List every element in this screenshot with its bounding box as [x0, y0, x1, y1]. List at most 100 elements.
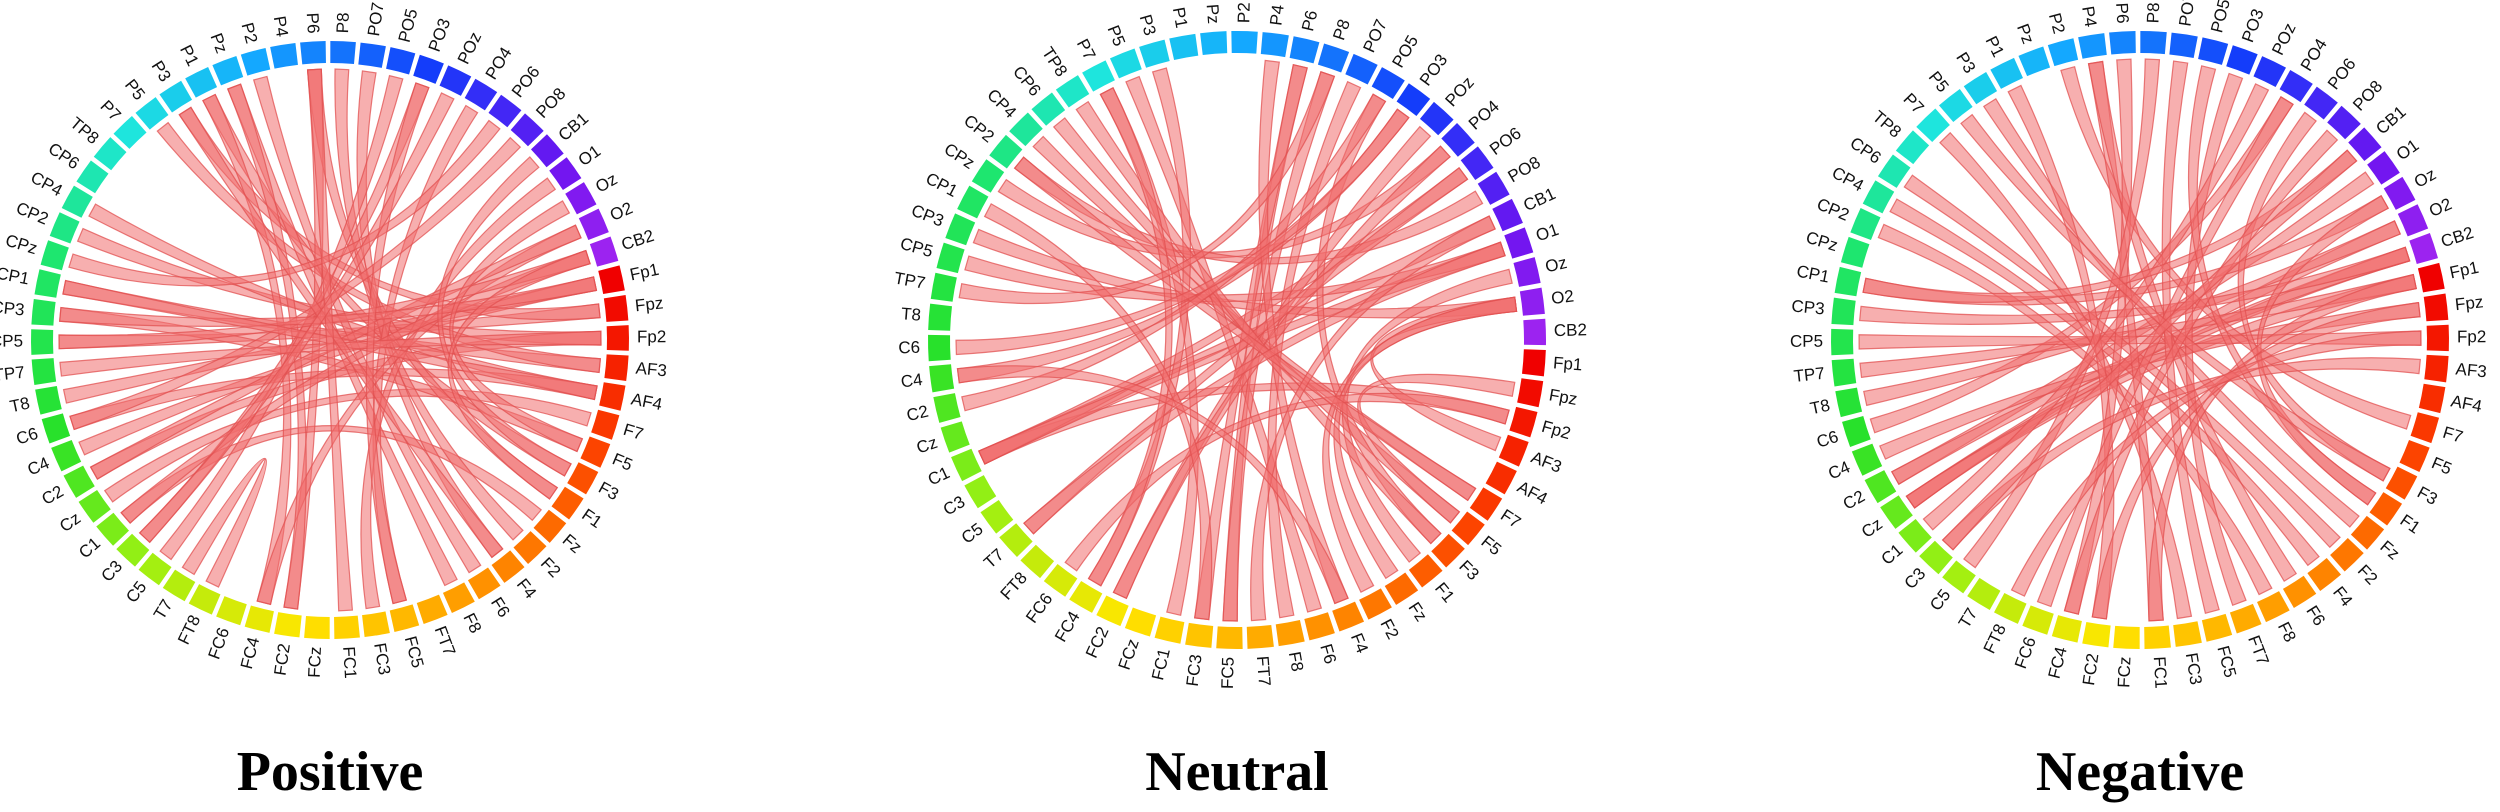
- channel-label-PO4: PO4: [2297, 35, 2331, 74]
- channel-label-P2: P2: [1234, 2, 1254, 23]
- channel-label-P1: P1: [1982, 33, 2008, 60]
- ring-segment-AF4: [599, 382, 626, 411]
- ring-segment-FC6: [2022, 605, 2054, 635]
- chord-link-POz-C1: [1922, 83, 2270, 531]
- panel-title-positive: Positive: [237, 741, 424, 803]
- ring-segment-CP4: [61, 185, 93, 218]
- channel-label-FC1: FC1: [2150, 656, 2171, 689]
- ring-segment-F4: [491, 550, 525, 583]
- ring-segment-P8: [330, 41, 356, 65]
- channel-label-CP5: CP5: [0, 332, 23, 351]
- channel-label-Fp1: Fp1: [1552, 353, 1583, 374]
- ring-segment-PO8: [1477, 171, 1510, 205]
- channel-label-Fp1: Fp1: [628, 260, 661, 285]
- ring-segment-T8: [1835, 387, 1863, 418]
- channel-label-FC1: FC1: [339, 646, 360, 679]
- ring-segment-C5: [980, 500, 1014, 534]
- channel-label-P7: P7: [96, 97, 124, 125]
- ring-segment-Oz: [2383, 176, 2416, 210]
- ring-segment-F6: [2282, 575, 2317, 608]
- channel-label-P3: P3: [1952, 49, 1979, 77]
- ring-segment-F3: [567, 462, 599, 495]
- ring-segment-P7: [1916, 108, 1950, 143]
- channel-label-C1: C1: [75, 534, 104, 563]
- ring-segment-Cz: [78, 489, 111, 523]
- chord-link-FC3-O1: [360, 177, 557, 610]
- ring-segment-Fpz: [2423, 293, 2449, 322]
- channel-label-P8: P8: [1329, 17, 1354, 43]
- channel-label-T7: T7: [150, 596, 177, 623]
- ring-segment-C1: [1898, 518, 1932, 553]
- channel-label-F7: F7: [621, 420, 646, 444]
- channel-label-C5: C5: [958, 519, 987, 547]
- ring-segment-CP1: [1834, 266, 1862, 297]
- channel-label-FT8: FT8: [1980, 621, 2010, 656]
- ring-segment-CB2: [2409, 233, 2438, 265]
- channel-label-P6: P6: [2112, 2, 2132, 24]
- ring-segment-FT8: [1994, 592, 2027, 624]
- chord-link-P6-FC1: [306, 68, 354, 612]
- channel-label-CP4: CP4: [27, 168, 65, 201]
- ring-segment-CP2: [989, 134, 1023, 169]
- ring-segment-PO4: [1441, 123, 1475, 157]
- ring-segment-O2: [1519, 287, 1545, 316]
- channel-label-P6: P6: [1298, 9, 1321, 34]
- ring-segment-Cz: [1880, 495, 1913, 529]
- channel-label-CP3: CP3: [909, 201, 947, 231]
- ring-segment-PO3: [1396, 83, 1431, 117]
- chord-link-FT8-Fp2: [2010, 330, 2422, 597]
- channel-label-FC3: FC3: [370, 641, 394, 676]
- ring-segment-FT8: [188, 584, 221, 615]
- ring-segment-TP7: [1831, 358, 1857, 387]
- channel-label-PO6: PO6: [508, 63, 544, 102]
- ring-segment-T7: [999, 523, 1033, 557]
- chord-link-CP2-F8: [1877, 223, 2273, 596]
- ring-segment-T7: [162, 569, 196, 602]
- ring-segment-Fp2: [1509, 406, 1538, 438]
- ring-segment-O1: [2367, 151, 2400, 185]
- ring-segment-Fpz: [1517, 378, 1544, 408]
- channel-label-FC6: FC6: [1022, 589, 1056, 626]
- ring-segment-P1: [185, 66, 218, 98]
- ring-segment-T8: [928, 303, 952, 331]
- channel-label-F5: F5: [1477, 532, 1504, 559]
- ring-segment-CP4: [1009, 112, 1043, 147]
- channel-label-Fpz: Fpz: [634, 293, 664, 315]
- ring-segment-CP3: [31, 299, 56, 326]
- channel-label-T8: T8: [900, 304, 921, 324]
- chord-links: [58, 68, 602, 612]
- channel-label-Fpz: Fpz: [1548, 385, 1579, 409]
- ring-segment-F7: [1469, 487, 1503, 521]
- channel-label-P4: P4: [2078, 5, 2100, 29]
- ring-segment-POz: [1419, 101, 1454, 136]
- channel-label-FC1: FC1: [1148, 646, 1174, 682]
- ring-segment-O1: [1504, 227, 1534, 259]
- ring-segment-FC2: [1096, 595, 1129, 627]
- channel-label-C5: C5: [1926, 586, 1954, 615]
- ring-segment-F8: [1275, 620, 1305, 647]
- channel-label-F6: F6: [2302, 602, 2329, 629]
- channel-label-F3: F3: [595, 478, 622, 504]
- panel-title-neutral: Neutral: [1145, 741, 1329, 803]
- channel-label-C6: C6: [1814, 427, 1841, 452]
- ring-segment-P5: [135, 97, 169, 130]
- ring-segment-CP4: [1862, 180, 1895, 214]
- ring-segment-AF3: [2424, 354, 2449, 383]
- channel-label-T8: T8: [1808, 396, 1831, 419]
- channel-label-F3: F3: [1455, 557, 1482, 584]
- ring-segment-Fp1: [2417, 262, 2445, 293]
- ring-segment-Fp1: [598, 265, 625, 295]
- channel-label-Oz: Oz: [1543, 253, 1568, 276]
- ring-segment-F2: [2330, 537, 2364, 572]
- ring-segment-F2: [513, 531, 547, 564]
- channel-label-TP7: TP7: [1793, 364, 1826, 386]
- ring-segment-P3: [159, 80, 193, 113]
- ring-segment-P6: [1289, 36, 1320, 64]
- channel-label-AF3: AF3: [1528, 448, 1564, 477]
- channel-label-O1: O1: [575, 141, 604, 170]
- chord-link-CP4-F4: [1889, 198, 2320, 567]
- channel-label-C5: C5: [122, 578, 150, 607]
- channel-label-FC3: FC3: [1183, 653, 1206, 687]
- ring-segment-P6: [300, 41, 326, 65]
- channel-label-F8: F8: [459, 610, 485, 636]
